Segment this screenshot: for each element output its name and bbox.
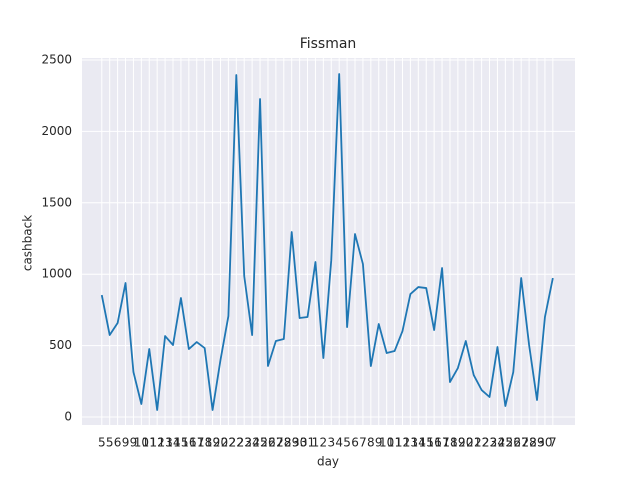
x-tick-label: 27 [268,436,283,450]
chart-title: Fissman [300,36,357,52]
y-tick-label: 500 [49,338,72,352]
x-tick-label: 18 [442,436,457,450]
x-tick-label: 29 [529,436,544,450]
x-tick-label: 2 [320,436,328,450]
x-tick-label: 31 [300,436,315,450]
x-tick-label: 24 [244,436,259,450]
x-tick-label: 13 [157,436,172,450]
x-tick-label: 8 [367,436,375,450]
x-tick-label: 23 [482,436,497,450]
x-tick-label: 4 [335,436,343,450]
plot-area [82,58,575,425]
x-tick-label: 26 [260,436,275,450]
x-tick-label: 17 [434,436,449,450]
x-tick-label: 13 [403,436,418,450]
line-series [100,73,554,411]
x-tick-label: 18 [197,436,212,450]
x-tick-label: 16 [427,436,442,450]
x-tick-label: 30 [292,436,307,450]
x-tick-label: 6 [351,436,359,450]
x-tick-label: 25 [252,436,267,450]
x-tick-label: 22 [474,436,489,450]
x-tick-label: 5 [98,436,106,450]
x-tick-label: 9 [375,436,383,450]
x-tick-label: 15 [419,436,434,450]
y-axis-label: cashback [21,215,35,271]
x-tick-label: 16 [181,436,196,450]
x-tick-label: 12 [395,436,410,450]
x-tick-label: 25 [498,436,513,450]
x-tick-label: 12 [150,436,165,450]
x-tick-label: 20 [458,436,473,450]
x-tick-label: 20 [213,436,228,450]
x-tick-label: 22 [221,436,236,450]
x-tick-label: 14 [165,436,180,450]
y-tick-label: 2500 [41,52,72,66]
x-tick-label: 9 [130,436,138,450]
x-tick-label: 29 [284,436,299,450]
x-tick-label: 3 [327,436,335,450]
x-tick-label: 14 [411,436,426,450]
x-tick-label: 22 [229,436,244,450]
x-tick-label: 7 [359,436,367,450]
x-tick-label: 10 [379,436,394,450]
x-tick-label: 23 [237,436,252,450]
x-tick-label: 30 [537,436,552,450]
y-tick-label: 2000 [41,124,72,138]
x-tick-label: 6 [114,436,122,450]
x-tick-label: 28 [276,436,291,450]
x-axis-label: day [317,455,339,469]
x-tick-label: 26 [506,436,521,450]
x-tick-label: 7 [549,436,557,450]
x-tick-label: 11 [387,436,402,450]
y-tick-label: 1000 [41,267,72,281]
y-tick-label: 0 [64,410,72,424]
x-tick-label: 21 [466,436,481,450]
x-tick-label: 19 [205,436,220,450]
x-tick-label: 24 [490,436,505,450]
x-tick-label: 17 [189,436,204,450]
x-tick-label: 9 [122,436,130,450]
x-tick-label: 1 [312,436,320,450]
x-tick-label: 27 [514,436,529,450]
x-tick-label: 5 [343,436,351,450]
x-tick-label: 15 [173,436,188,450]
x-tick-label: 19 [450,436,465,450]
x-tick-label: 28 [521,436,536,450]
y-tick-label: 1500 [41,195,72,209]
x-tick-label: 5 [106,436,114,450]
x-tick-label: 10 [134,436,149,450]
x-tick-label: 11 [142,436,157,450]
